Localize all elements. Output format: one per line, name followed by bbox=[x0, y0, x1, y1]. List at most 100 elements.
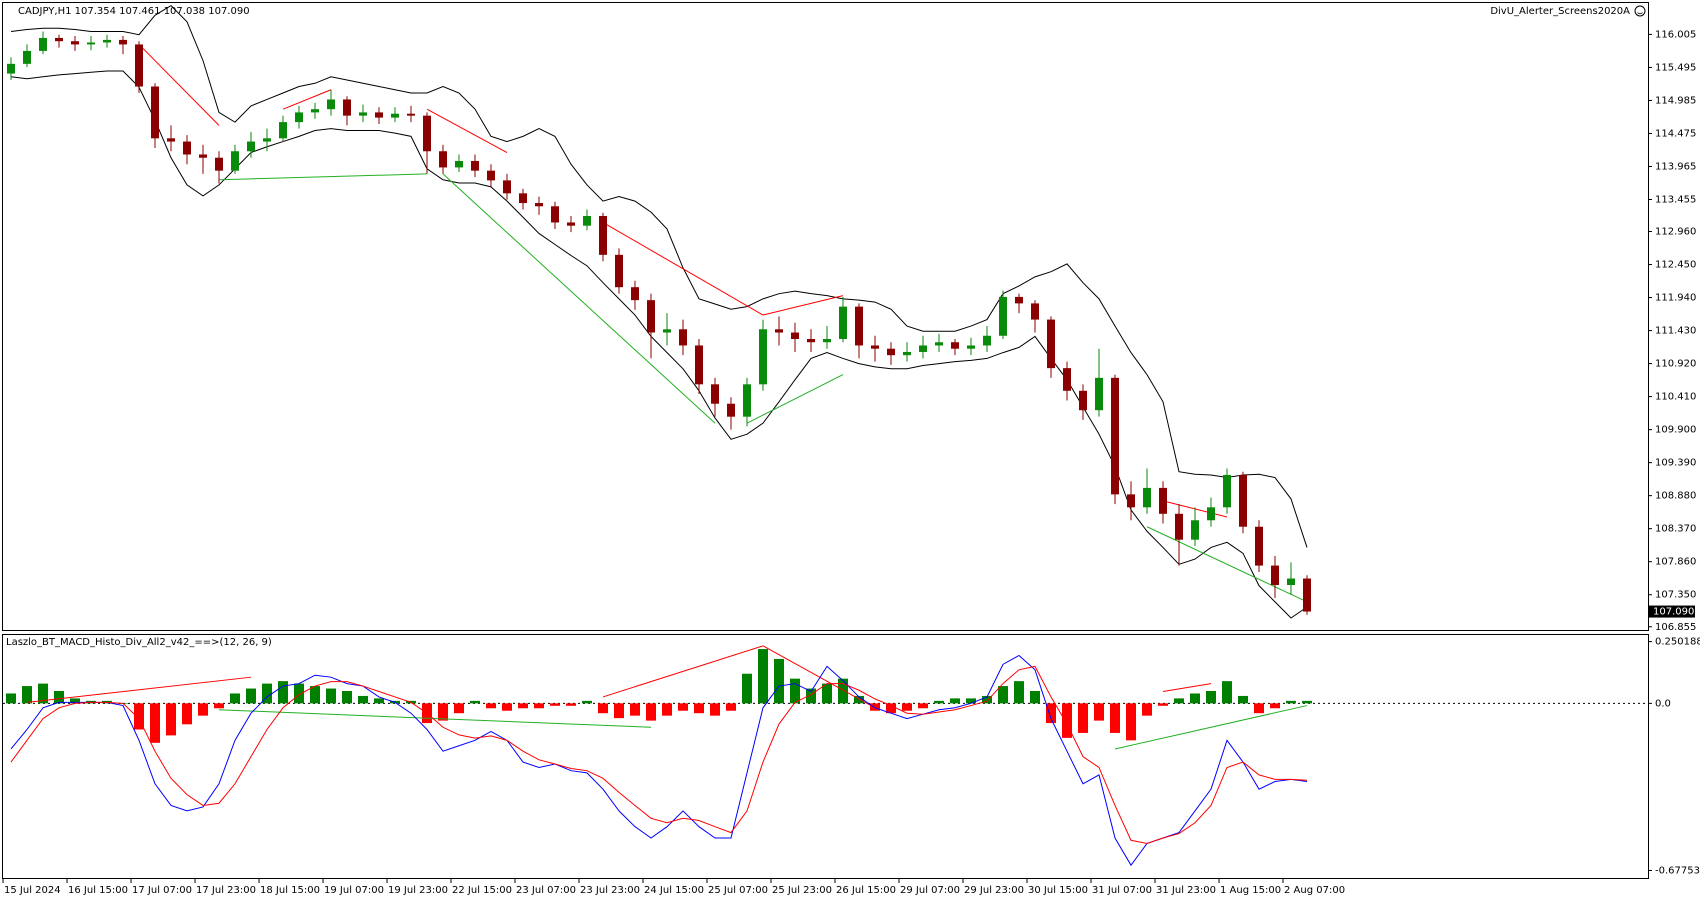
candle-body bbox=[935, 342, 943, 346]
y-tick-label: 108.370 bbox=[1655, 524, 1696, 535]
histogram-bar bbox=[854, 695, 864, 704]
histogram-bar bbox=[982, 695, 992, 704]
histogram-bar bbox=[1222, 681, 1232, 704]
y-tick-label: 113.455 bbox=[1655, 194, 1696, 205]
histogram-bar bbox=[278, 681, 288, 704]
histogram-bar bbox=[870, 703, 880, 711]
histogram-bar bbox=[454, 703, 464, 714]
histogram-bar bbox=[534, 703, 544, 709]
y-tick-label: 106.855 bbox=[1655, 622, 1696, 633]
candle-body bbox=[791, 332, 799, 339]
x-tick-label: 19 Jul 23:00 bbox=[388, 885, 448, 896]
y-tick-label: 110.410 bbox=[1655, 392, 1696, 403]
histogram-bar bbox=[630, 703, 640, 716]
histogram-bar bbox=[646, 703, 656, 721]
candle-body bbox=[1271, 565, 1279, 586]
divergence-line bbox=[746, 374, 844, 424]
histogram-bar bbox=[758, 649, 768, 704]
candle-body bbox=[1287, 578, 1295, 586]
candle-body bbox=[999, 296, 1007, 336]
histogram-bar bbox=[694, 703, 704, 714]
candle-body bbox=[855, 306, 863, 346]
bollinger-band bbox=[10, 70, 1308, 619]
candle-body bbox=[695, 345, 703, 385]
candle-body bbox=[87, 42, 95, 45]
histogram-bar bbox=[1094, 703, 1104, 721]
divergence-line bbox=[218, 709, 652, 728]
candle-body bbox=[279, 122, 287, 139]
histogram-bar bbox=[886, 703, 896, 714]
candle-body bbox=[103, 39, 111, 43]
candle-body bbox=[375, 112, 383, 118]
candle-body bbox=[759, 329, 767, 385]
candle-body bbox=[439, 151, 447, 168]
divergence-line bbox=[762, 645, 876, 709]
candle-body bbox=[823, 338, 831, 343]
candle-body bbox=[7, 63, 15, 74]
x-tick-label: 24 Jul 15:00 bbox=[644, 885, 704, 896]
candle-body bbox=[1175, 513, 1183, 540]
candle-body bbox=[1079, 390, 1087, 411]
x-tick-label: 17 Jul 07:00 bbox=[132, 885, 192, 896]
y-tick-label: 108.880 bbox=[1655, 491, 1696, 502]
y-tick-label: 114.475 bbox=[1655, 128, 1696, 139]
histogram-bar bbox=[342, 691, 352, 704]
candle-body bbox=[311, 109, 319, 113]
y-tick-label: 110.920 bbox=[1655, 359, 1696, 370]
candle-body bbox=[1111, 377, 1119, 495]
histogram-bar bbox=[950, 698, 960, 704]
histogram-bar bbox=[470, 700, 480, 704]
histogram-bar bbox=[246, 688, 256, 704]
y-tick-label: 112.960 bbox=[1655, 227, 1696, 238]
candle-body bbox=[535, 203, 543, 207]
candle-body bbox=[199, 154, 207, 158]
y-tick-label: 112.450 bbox=[1655, 260, 1696, 271]
price-title: CADJPY,H1 107.354 107.461 107.038 107.09… bbox=[18, 6, 250, 17]
histogram-bar bbox=[502, 703, 512, 711]
histogram-bar bbox=[1238, 695, 1248, 704]
candle-body bbox=[519, 193, 527, 204]
divergence-line bbox=[1162, 683, 1212, 692]
candle-body bbox=[983, 335, 991, 346]
x-tick-label: 25 Jul 23:00 bbox=[772, 885, 832, 896]
divergence-line bbox=[762, 295, 844, 316]
candle-body bbox=[1095, 377, 1103, 411]
candle-body bbox=[471, 160, 479, 171]
y-tick-label: 107.350 bbox=[1655, 590, 1696, 601]
price-panel-frame bbox=[2, 2, 1649, 631]
candle-body bbox=[903, 351, 911, 356]
candle-body bbox=[679, 329, 687, 346]
histogram-bar bbox=[294, 683, 304, 704]
histogram-bar bbox=[310, 686, 320, 704]
histogram-bar bbox=[1078, 703, 1088, 733]
candle-body bbox=[1207, 507, 1215, 521]
candle-body bbox=[839, 306, 847, 339]
candle-body bbox=[503, 180, 511, 194]
candle-body bbox=[55, 37, 63, 42]
y-tick-label: 109.390 bbox=[1655, 458, 1696, 469]
y-tick-label: 115.495 bbox=[1655, 62, 1696, 73]
histogram-bar bbox=[486, 703, 496, 709]
histogram-bar bbox=[1126, 703, 1136, 741]
x-tick-label: 15 Jul 2024 bbox=[4, 885, 61, 896]
candle-body bbox=[423, 115, 431, 152]
divergence-line bbox=[442, 173, 716, 424]
candle-body bbox=[1143, 487, 1151, 508]
candle-body bbox=[1159, 487, 1167, 514]
histogram-bar bbox=[134, 703, 144, 730]
histogram-bar bbox=[1254, 703, 1264, 714]
candle-body bbox=[1191, 520, 1199, 540]
candle-body bbox=[1223, 474, 1231, 508]
candle-body bbox=[263, 138, 271, 142]
candle-body bbox=[711, 384, 719, 404]
candle-body bbox=[71, 41, 79, 45]
divergence-line bbox=[138, 44, 220, 126]
histogram-bar bbox=[934, 700, 944, 704]
histogram-bar bbox=[70, 698, 80, 704]
divergence-line bbox=[282, 89, 332, 110]
y-tick-label: 107.860 bbox=[1655, 557, 1696, 568]
candle-body bbox=[1015, 296, 1023, 304]
histogram-bar bbox=[262, 683, 272, 704]
candle-body bbox=[599, 215, 607, 255]
histogram-bar bbox=[774, 658, 784, 704]
